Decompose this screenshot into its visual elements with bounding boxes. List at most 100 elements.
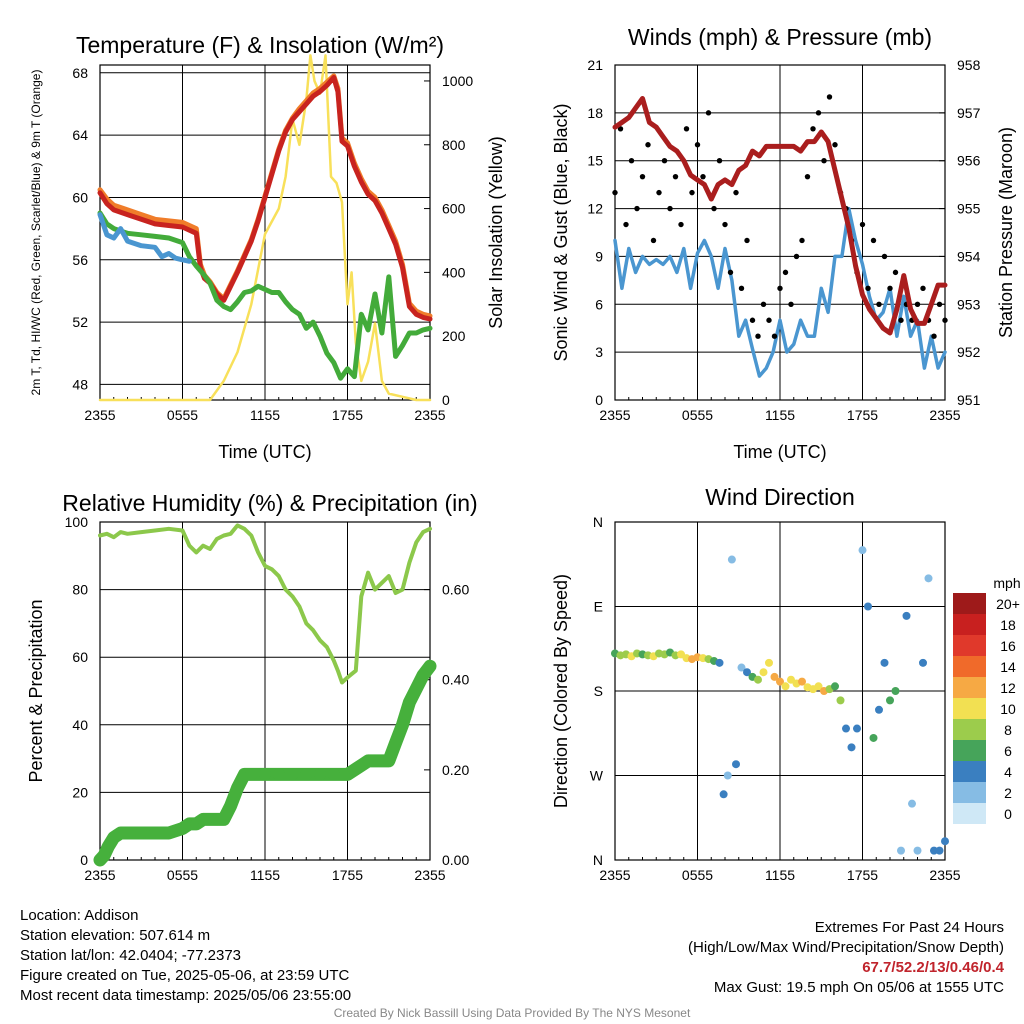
temp-ytick-label: 68 <box>72 65 88 81</box>
wind-ytick-label: 6 <box>595 296 603 312</box>
rh-xtick-label: 2355 <box>414 867 445 883</box>
rh-y2tick-label: 0.00 <box>442 852 469 868</box>
temp-xtick-label: 2355 <box>414 407 445 423</box>
gust-point <box>793 253 800 260</box>
precip-point <box>382 754 395 767</box>
precip-point <box>245 768 258 781</box>
precip-point <box>417 669 430 682</box>
precip-point <box>162 826 175 839</box>
wind-ytick-label: 18 <box>587 105 603 121</box>
wdir-point <box>732 760 740 769</box>
gust-point <box>683 126 690 132</box>
gust-point <box>777 285 783 292</box>
wdir-point <box>858 546 867 555</box>
rh-ytick-label: 60 <box>72 649 88 665</box>
wdir-ytick-label: W <box>590 768 604 784</box>
wdir-point <box>719 790 728 799</box>
legend-label: 6 <box>1004 743 1012 759</box>
legend-unit: mph <box>993 575 1020 591</box>
gust-point <box>617 126 624 132</box>
gust-point <box>733 189 739 196</box>
gust-point <box>689 189 695 196</box>
gust-point <box>678 221 684 228</box>
gust-point <box>716 158 723 164</box>
wind-ytick-label: 21 <box>587 57 603 73</box>
gust-point <box>623 221 629 228</box>
wdir-xtick-label: 1755 <box>847 867 878 883</box>
wind-y2tick-label: 956 <box>957 153 981 169</box>
credit-line: Created By Nick Bassill Using Data Provi… <box>333 1006 691 1020</box>
wdir-xtick-label: 1155 <box>765 867 795 883</box>
rh-xtick-label: 2355 <box>84 867 115 883</box>
rh-ytick-label: 100 <box>65 514 89 530</box>
temp-xlabel: Time (UTC) <box>218 442 311 462</box>
precip-point <box>403 696 416 709</box>
legend-label: 2 <box>1004 785 1012 801</box>
precip-point <box>300 768 313 781</box>
rh-xtick-label: 1755 <box>332 867 363 883</box>
wind-y2tick-label: 953 <box>957 296 981 312</box>
gust-point <box>931 333 937 339</box>
gust-point <box>705 110 712 116</box>
figure-created: Figure created on Tue, 2025-05-06, at 23… <box>20 967 350 984</box>
legend-swatch <box>953 677 986 698</box>
gust-point <box>826 94 833 100</box>
wind-y2tick-label: 951 <box>957 392 981 408</box>
temp-xtick-label: 1755 <box>332 407 363 423</box>
gust-point <box>859 221 866 228</box>
legend-swatch <box>953 740 986 761</box>
wdir-point <box>869 733 878 742</box>
wind-y2tick-label: 952 <box>957 344 981 360</box>
wind-ytick-label: 15 <box>587 153 603 169</box>
wdir-point <box>919 658 927 667</box>
wdir-point <box>853 724 861 733</box>
wdir-point <box>781 682 790 691</box>
legend-swatch <box>953 761 986 782</box>
gust-point <box>788 301 794 307</box>
precip-point <box>217 813 230 826</box>
gust-point <box>727 269 734 276</box>
wind-xtick-label: 1755 <box>847 407 878 423</box>
wind-ytick-label: 3 <box>595 344 603 360</box>
wdir-point <box>924 574 933 583</box>
wdir-point <box>902 611 911 620</box>
gust-point <box>821 158 827 164</box>
gust-point <box>914 301 921 307</box>
temp-y2tick-label: 200 <box>442 328 466 344</box>
temp-series-red <box>97 75 433 322</box>
temp-ylabel-left: 2m T, Td, HI/WC (Red, Green, Scarlet/Blu… <box>29 70 43 396</box>
extremes-values: 67.7/52.2/13/0.46/0.4 <box>862 959 1004 976</box>
rh-y2tick-label: 0.20 <box>442 762 469 778</box>
gust-point <box>870 237 877 244</box>
wind-ylabel-left: Sonic Wind & Gust (Blue, Black) <box>551 103 571 361</box>
wind-xlabel: Time (UTC) <box>733 442 826 462</box>
wdir-point <box>935 846 944 855</box>
wdir-point <box>864 602 872 611</box>
wdir-title: Wind Direction <box>705 484 855 510</box>
station-latlon: Station lat/lon: 42.0404; -77.2373 <box>20 947 242 964</box>
precip-point <box>314 768 326 781</box>
wdir-point <box>880 658 889 667</box>
gust-point <box>942 317 948 323</box>
precip-point <box>121 826 134 839</box>
gust-point <box>810 126 816 132</box>
legend-label: 12 <box>1000 680 1016 696</box>
wdir-point <box>891 687 900 695</box>
wdir-point <box>842 724 850 733</box>
wdir-point <box>776 677 784 686</box>
gust-point <box>898 317 904 323</box>
gust-point <box>920 285 926 292</box>
max-gust: Max Gust: 19.5 mph On 05/06 at 1555 UTC <box>713 979 1004 996</box>
rh-title: Relative Humidity (%) & Precipitation (i… <box>62 490 477 516</box>
gust-point <box>760 301 767 307</box>
precip-point <box>272 768 285 781</box>
gust-point <box>650 237 657 244</box>
wind-ytick-label: 9 <box>595 248 603 264</box>
wind-y2tick-label: 958 <box>957 57 981 73</box>
legend-swatch <box>953 656 986 677</box>
station-info: Location: Addison Station elevation: 507… <box>20 906 351 1006</box>
rh-line <box>98 523 432 685</box>
wdir-ytick-label: S <box>594 683 603 699</box>
legend-label: 14 <box>1000 659 1016 675</box>
